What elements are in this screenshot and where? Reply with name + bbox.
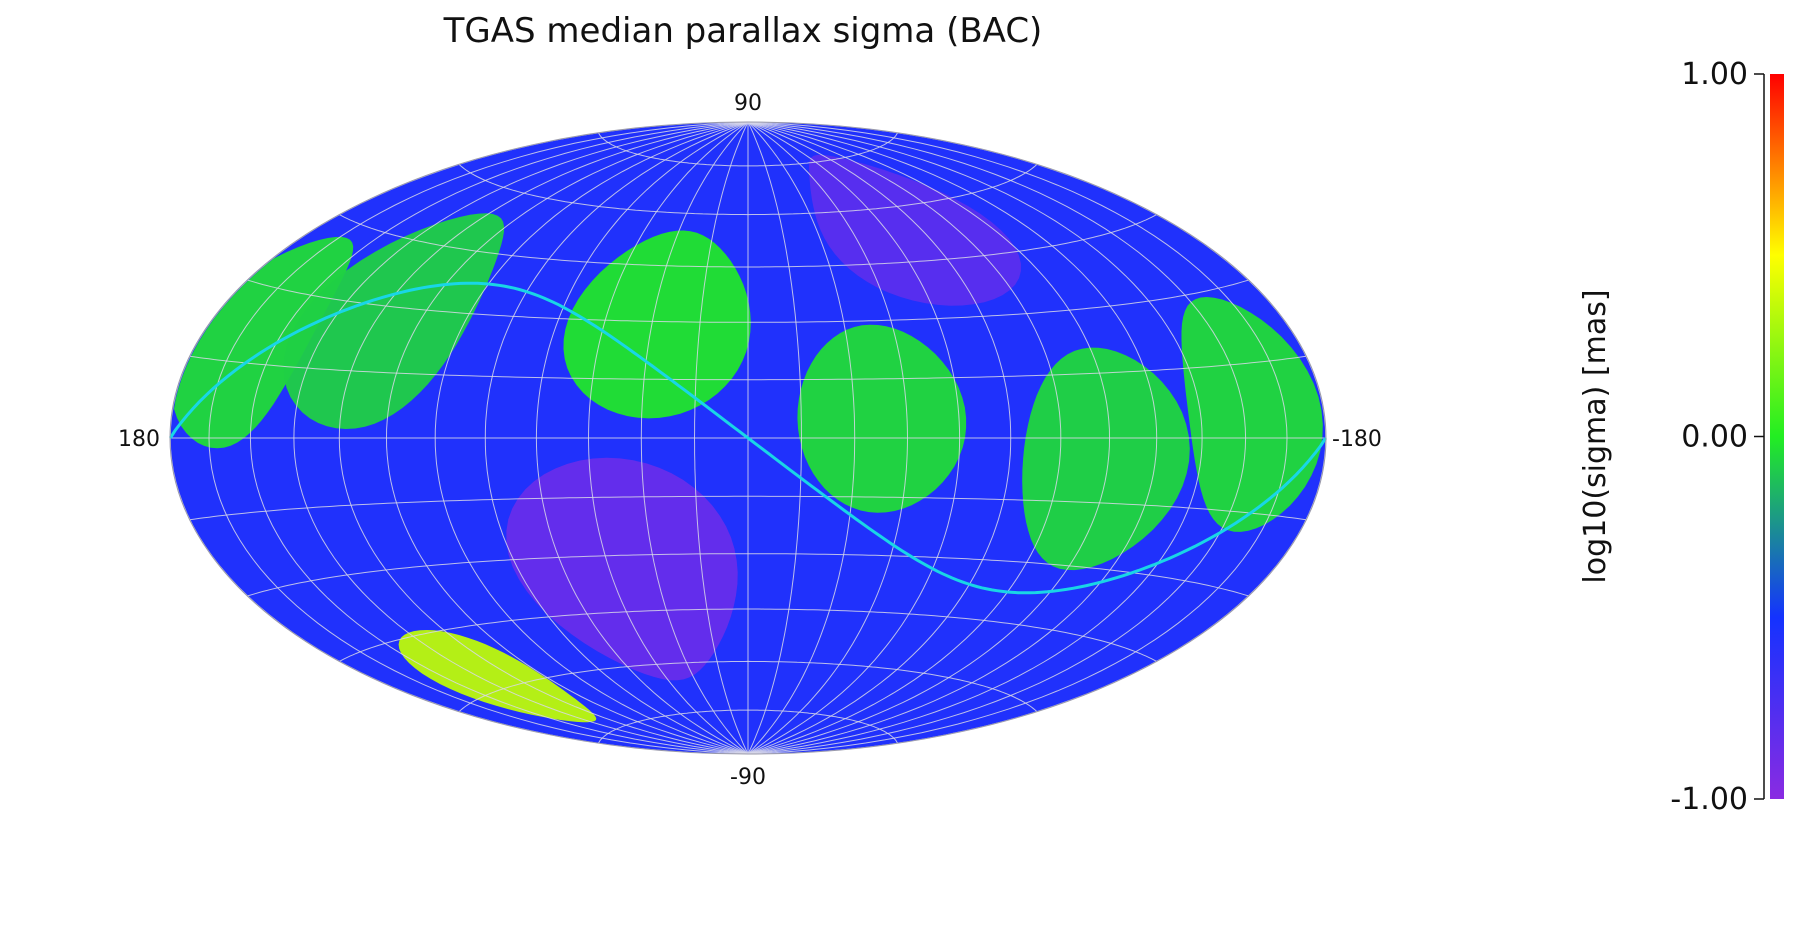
parallel-30 [247, 279, 1249, 323]
tick-label-lon-180: 180 [118, 427, 160, 452]
region-scan-band-2 [283, 213, 504, 429]
parallel--60 [458, 660, 1038, 712]
region-low-band-south [506, 457, 738, 681]
region-low-band-north [809, 154, 1021, 306]
region-scan-band-4 [797, 324, 967, 513]
parallel--45 [339, 608, 1157, 662]
tick-label-lat-minus-90: -90 [730, 765, 766, 790]
tick-label-lon-minus-180: -180 [1332, 427, 1382, 452]
parallel--75 [597, 709, 899, 744]
region-high-sigma-patch [398, 630, 597, 723]
parallel-45 [339, 214, 1157, 268]
map-border [169, 121, 1327, 755]
colorbar: 1.00 0.00 -1.00 log10(sigma) [mas] [1578, 57, 1784, 817]
colorbar-label: log10(sigma) [mas] [1578, 289, 1613, 583]
colorbar-tick-label: -1.00 [1670, 782, 1748, 817]
ecliptic-line [169, 281, 1327, 595]
colorbar-bar [1770, 74, 1784, 799]
colorbar-ticks: 1.00 0.00 -1.00 [1670, 57, 1764, 817]
region-scan-band-3 [563, 230, 751, 419]
region-scan-band-5 [1022, 347, 1190, 571]
parallel-75 [597, 132, 899, 167]
region-scan-band-6 [1181, 297, 1323, 532]
tick-label-lat-90: 90 [734, 91, 762, 116]
parallel--30 [247, 553, 1249, 597]
colorbar-tick-label: 0.00 [1681, 420, 1748, 455]
colorbar-tick-label: 1.00 [1681, 57, 1748, 92]
sky-map [169, 121, 1327, 755]
data-regions [174, 154, 1323, 723]
parallel--15 [189, 495, 1307, 521]
region-scan-band-1 [174, 236, 354, 449]
parallel-15 [189, 355, 1307, 381]
chart-title: TGAS median parallax sigma (BAC) [443, 11, 1043, 51]
parallel-60 [458, 164, 1038, 216]
